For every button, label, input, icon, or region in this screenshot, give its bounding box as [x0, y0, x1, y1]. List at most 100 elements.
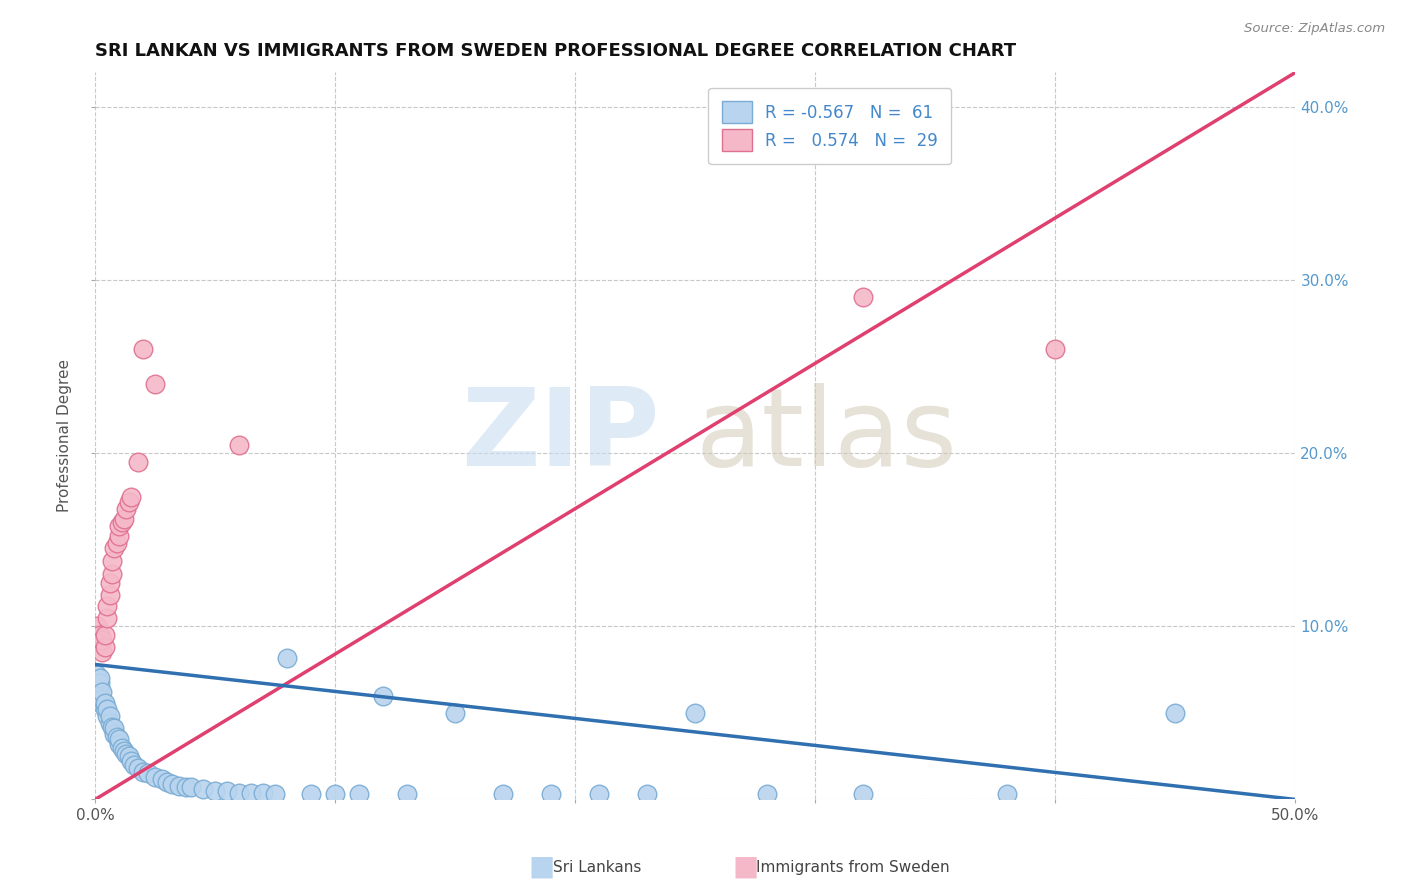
Point: [93, 628, 115, 642]
Point: [228, 785, 250, 799]
Point: [103, 722, 125, 736]
Point: [89, 676, 111, 690]
Point: [176, 780, 198, 795]
Point: [89, 683, 111, 698]
Point: [86, 628, 108, 642]
Point: [93, 696, 115, 710]
Point: [86, 668, 108, 682]
Point: [264, 787, 287, 801]
Text: Immigrants from Sweden: Immigrants from Sweden: [756, 860, 950, 874]
Y-axis label: Professional Degree: Professional Degree: [58, 359, 72, 512]
Text: ■: ■: [529, 853, 554, 881]
Point: [127, 455, 149, 469]
Point: [115, 501, 138, 516]
Point: [217, 784, 239, 798]
Point: [101, 720, 124, 734]
Point: [86, 674, 108, 689]
Point: [1045, 343, 1067, 357]
Point: [98, 588, 121, 602]
Point: [103, 541, 125, 556]
Point: [396, 787, 419, 801]
Point: [120, 490, 142, 504]
Point: [93, 702, 115, 716]
Point: [180, 780, 202, 795]
Point: [91, 633, 114, 648]
Point: [108, 529, 131, 543]
Point: [112, 512, 135, 526]
Point: [93, 640, 115, 654]
Point: [96, 702, 118, 716]
Point: [127, 761, 149, 775]
Point: [252, 785, 274, 799]
Point: [204, 784, 226, 798]
Point: [108, 731, 131, 746]
Point: [89, 637, 111, 651]
Point: [110, 516, 132, 530]
Point: [96, 709, 118, 723]
Point: [108, 737, 131, 751]
Point: [143, 377, 166, 392]
Point: [299, 787, 322, 801]
Point: [98, 709, 121, 723]
Point: [101, 567, 124, 582]
Point: [156, 775, 179, 789]
Point: [540, 787, 562, 801]
Text: Sri Lankans: Sri Lankans: [553, 860, 641, 874]
Point: [150, 772, 173, 786]
Point: [120, 755, 142, 769]
Point: [98, 576, 121, 591]
Text: ZIP: ZIP: [461, 383, 659, 489]
Point: [143, 770, 166, 784]
Point: [995, 787, 1018, 801]
Point: [115, 747, 138, 762]
Point: [91, 692, 114, 706]
Point: [160, 777, 183, 791]
Point: [118, 494, 141, 508]
Point: [136, 766, 159, 780]
Point: [89, 628, 111, 642]
Point: [105, 730, 128, 744]
Legend: R = -0.567   N =  61, R =   0.574   N =  29: R = -0.567 N = 61, R = 0.574 N = 29: [709, 88, 950, 164]
Point: [118, 749, 141, 764]
Point: [91, 698, 114, 712]
Point: [122, 757, 145, 772]
Point: [444, 706, 467, 720]
Point: [240, 785, 263, 799]
Point: [347, 787, 370, 801]
Point: [110, 740, 132, 755]
Point: [492, 787, 515, 801]
Point: [852, 787, 875, 801]
Point: [91, 685, 114, 699]
Text: atlas: atlas: [696, 383, 957, 489]
Point: [89, 671, 111, 685]
Point: [276, 650, 298, 665]
Point: [323, 787, 346, 801]
Point: [108, 519, 131, 533]
Text: ■: ■: [733, 853, 758, 881]
Point: [167, 779, 190, 793]
Point: [1164, 706, 1187, 720]
Point: [132, 343, 155, 357]
Point: [96, 599, 118, 613]
Text: Source: ZipAtlas.com: Source: ZipAtlas.com: [1244, 22, 1385, 36]
Point: [91, 645, 114, 659]
Point: [96, 610, 118, 624]
Point: [685, 706, 707, 720]
Point: [756, 787, 779, 801]
Point: [636, 787, 658, 801]
Point: [588, 787, 610, 801]
Point: [98, 716, 121, 731]
Point: [852, 290, 875, 304]
Point: [228, 437, 250, 451]
Point: [373, 689, 395, 703]
Text: SRI LANKAN VS IMMIGRANTS FROM SWEDEN PROFESSIONAL DEGREE CORRELATION CHART: SRI LANKAN VS IMMIGRANTS FROM SWEDEN PRO…: [96, 42, 1017, 60]
Point: [101, 553, 124, 567]
Point: [89, 689, 111, 703]
Point: [132, 764, 155, 779]
Point: [105, 536, 128, 550]
Point: [191, 782, 214, 797]
Point: [86, 619, 108, 633]
Point: [112, 744, 135, 758]
Point: [103, 727, 125, 741]
Point: [86, 680, 108, 694]
